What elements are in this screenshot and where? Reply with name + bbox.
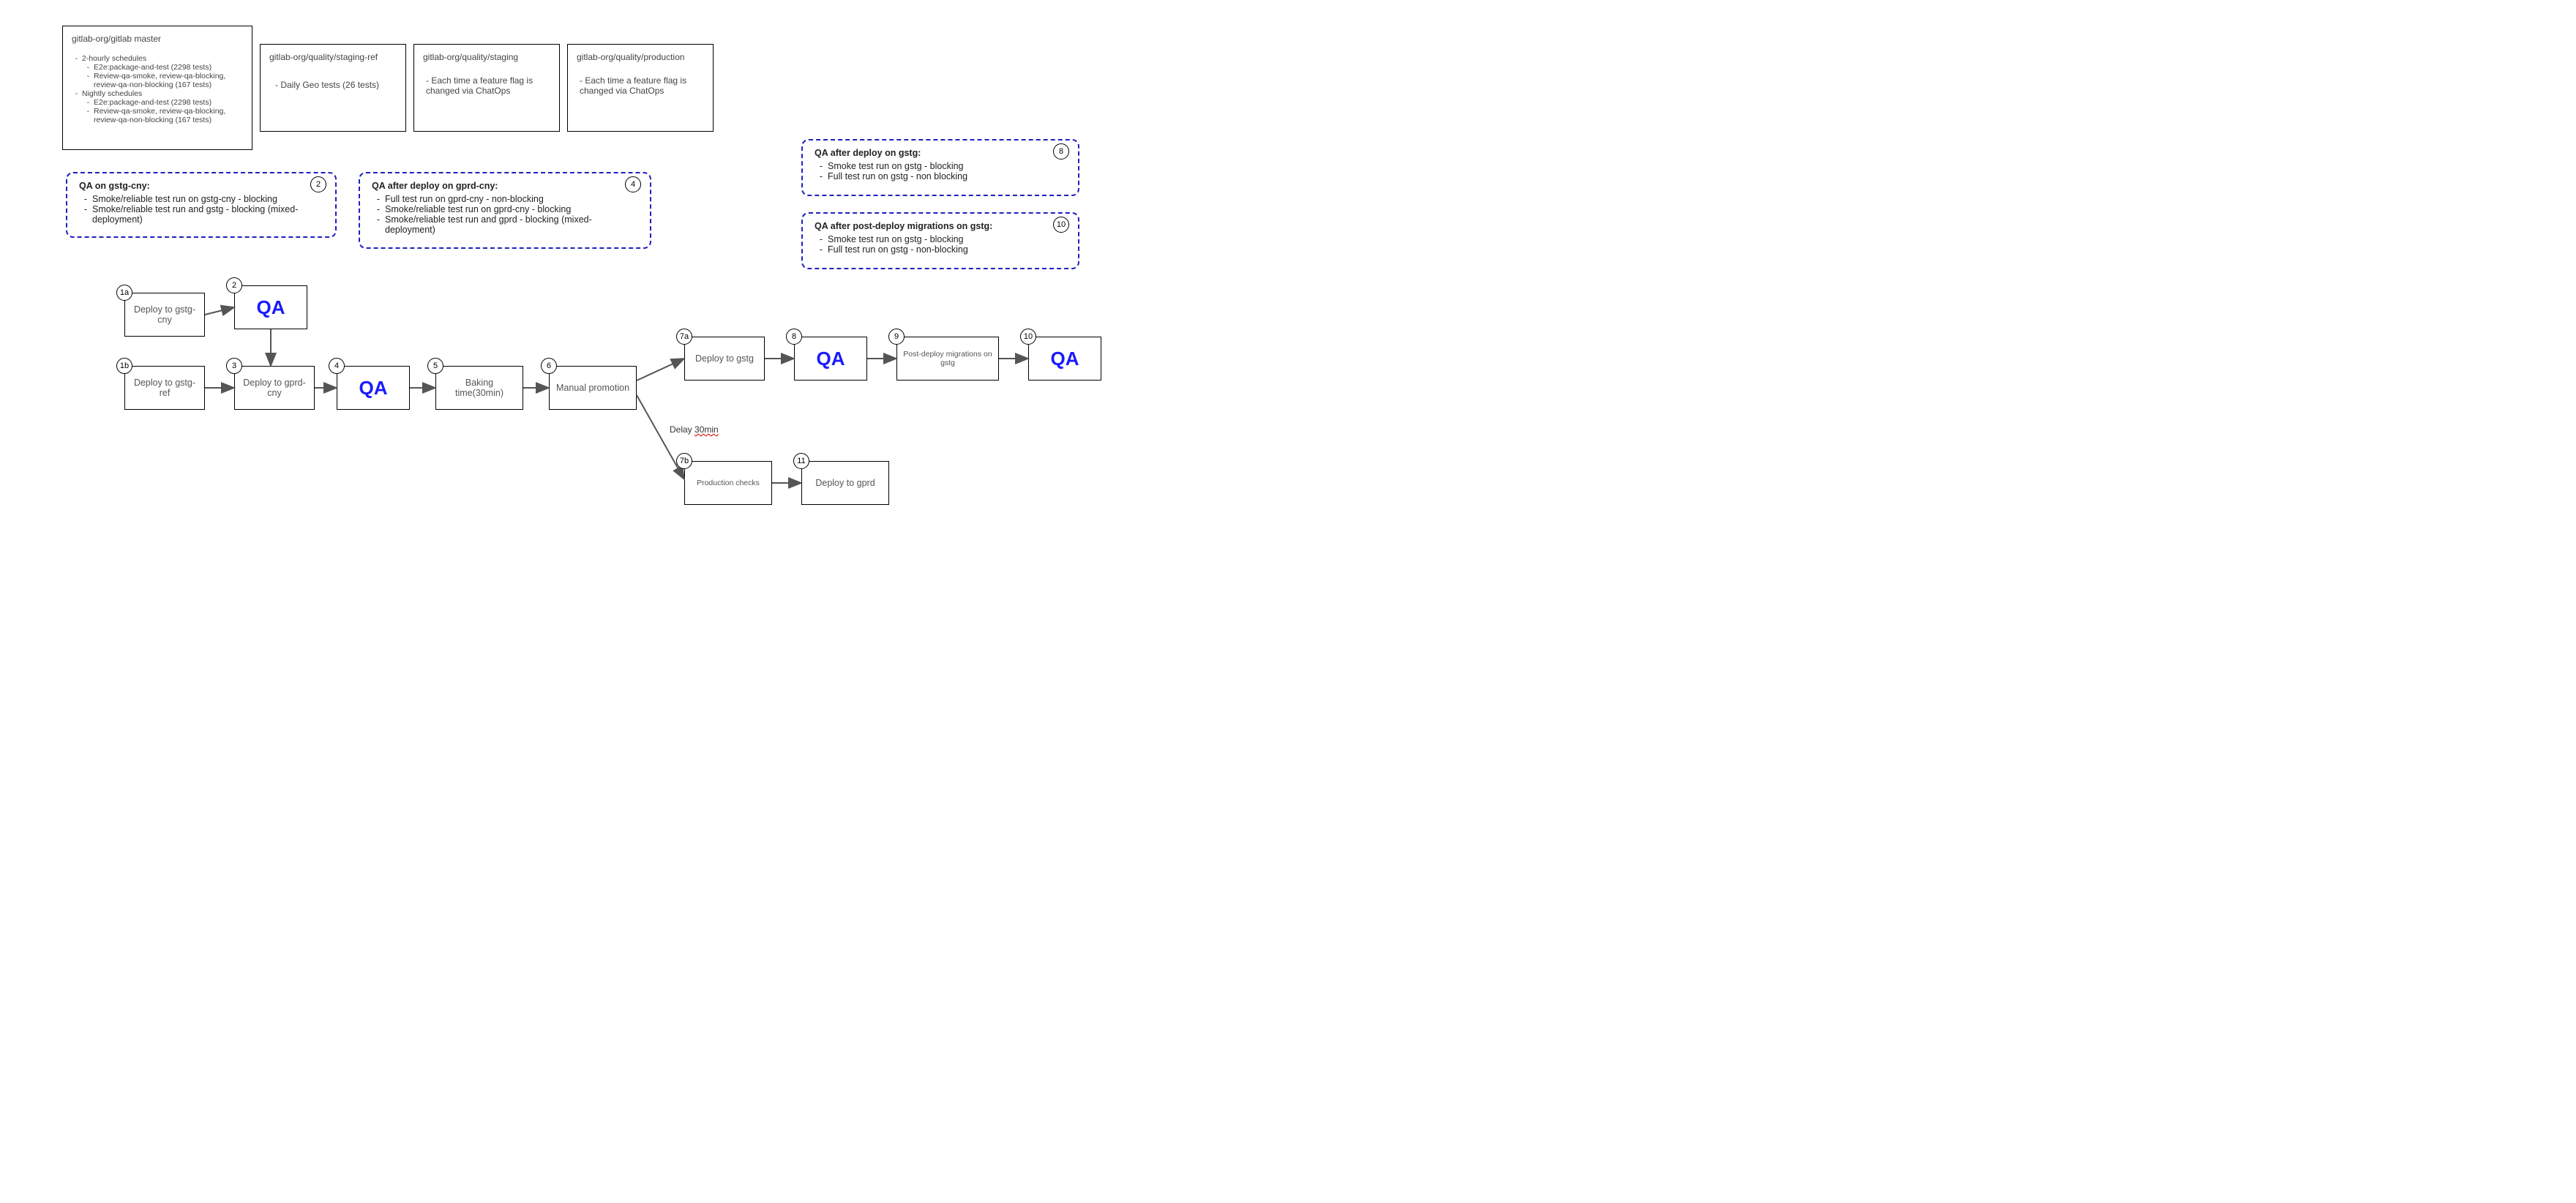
flow-node-n7b: Production checks <box>684 461 772 505</box>
callout-item: Smoke/reliable test run and gprd - block… <box>385 214 638 235</box>
callout-badge: 8 <box>1053 143 1069 160</box>
flow-node-badge: 8 <box>786 329 802 345</box>
info-master-g1a: E2e:package-and-test (2298 tests) <box>94 63 243 72</box>
callout-title: QA after deploy on gprd-cny: <box>372 181 638 191</box>
flow-edge-n6-n7a <box>637 359 684 381</box>
flow-node-badge: 10 <box>1020 329 1036 345</box>
callout-badge: 4 <box>625 176 641 192</box>
flow-node-label: QA <box>359 377 388 400</box>
info-staging-ref-title: gitlab-org/quality/staging-ref <box>269 52 397 62</box>
flow-node-label: Deploy to gstg-ref <box>125 378 204 398</box>
callout-item: Smoke/reliable test run and gstg - block… <box>92 204 323 225</box>
flow-node-n4: QA <box>337 366 410 410</box>
flow-node-badge: 9 <box>888 329 905 345</box>
edge-label-delay: Delay 30min <box>670 424 719 435</box>
flow-node-label: QA <box>1051 348 1079 370</box>
flow-edge-n1a-n2 <box>205 307 234 315</box>
flow-node-n1a: Deploy to gstg-cny <box>124 293 205 337</box>
callout-item: Full test run on gstg - non blocking <box>828 171 1066 181</box>
flow-node-badge: 7a <box>676 329 692 345</box>
flow-node-badge: 4 <box>329 358 345 374</box>
flow-node-n8: QA <box>794 337 867 381</box>
callout-item: Smoke test run on gstg - blocking <box>828 234 1066 244</box>
info-staging-line: - Each time a feature flag is changed vi… <box>423 75 550 96</box>
flow-node-n7a: Deploy to gstg <box>684 337 765 381</box>
flow-node-label: Deploy to gprd <box>811 478 879 488</box>
info-staging-ref-line: - Daily Geo tests (26 tests) <box>269 80 397 90</box>
info-master-g2: Nightly schedules <box>82 89 243 98</box>
callout-title: QA after post-deploy migrations on gstg: <box>815 221 1066 231</box>
edge-label-prefix: Delay <box>670 424 694 435</box>
callout-item: Full test run on gprd-cny - non-blocking <box>385 194 638 204</box>
diagram-canvas: gitlab-org/gitlab master 2-hourly schedu… <box>0 0 1112 541</box>
info-box-production: gitlab-org/quality/production - Each tim… <box>567 44 714 132</box>
flow-node-label: Post-deploy migrations on gstg <box>897 350 998 367</box>
callout-item: Full test run on gstg - non-blocking <box>828 244 1066 255</box>
flow-node-badge: 11 <box>793 453 809 469</box>
info-box-staging: gitlab-org/quality/staging - Each time a… <box>413 44 560 132</box>
callout-list: Smoke test run on gstg - blockingFull te… <box>817 234 1066 255</box>
callout-qa-gprd-cny: QA after deploy on gprd-cny: Full test ru… <box>359 172 651 249</box>
callout-badge: 10 <box>1053 217 1069 233</box>
info-master-title: gitlab-org/gitlab master <box>72 34 243 44</box>
info-staging-title: gitlab-org/quality/staging <box>423 52 550 62</box>
info-master-g1: 2-hourly schedules <box>82 54 243 63</box>
info-production-line: - Each time a feature flag is changed vi… <box>577 75 704 96</box>
callout-qa-gstg: QA after deploy on gstg: Smoke test run o… <box>801 139 1079 196</box>
info-production-title: gitlab-org/quality/production <box>577 52 704 62</box>
flow-node-n10: QA <box>1028 337 1101 381</box>
flow-node-n6: Manual promotion <box>549 366 637 410</box>
flow-node-label: Manual promotion <box>552 383 634 393</box>
flow-node-n3: Deploy to gprd-cny <box>234 366 315 410</box>
info-box-staging-ref: gitlab-org/quality/staging-ref - Daily G… <box>260 44 406 132</box>
info-master-g2b: Review-qa-smoke, review-qa-blocking, rev… <box>94 107 243 124</box>
info-master-g2a: E2e:package-and-test (2298 tests) <box>94 98 243 107</box>
flow-node-n2: QA <box>234 285 307 329</box>
callout-item: Smoke/reliable test run on gstg-cny - bl… <box>92 194 323 204</box>
flow-node-n11: Deploy to gprd <box>801 461 889 505</box>
flow-node-label: QA <box>817 348 845 370</box>
flow-node-label: QA <box>257 296 285 319</box>
callout-item: Smoke/reliable test run on gprd-cny - bl… <box>385 204 638 214</box>
callout-badge: 2 <box>310 176 326 192</box>
callout-item: Smoke test run on gstg - blocking <box>828 161 1066 171</box>
callout-list: Full test run on gprd-cny - non-blocking… <box>375 194 638 235</box>
callout-title: QA after deploy on gstg: <box>815 148 1066 158</box>
info-box-master: gitlab-org/gitlab master 2-hourly schedu… <box>62 26 252 150</box>
flow-edge-n6-n7b <box>637 395 684 479</box>
flow-node-badge: 1a <box>116 285 132 301</box>
callout-qa-post-deploy-gstg: QA after post-deploy migrations on gstg:… <box>801 212 1079 269</box>
flow-node-badge: 5 <box>427 358 443 374</box>
flow-node-badge: 1b <box>116 358 132 374</box>
flow-node-badge: 6 <box>541 358 557 374</box>
callout-title: QA on gstg-cny: <box>79 181 323 191</box>
flow-node-label: Production checks <box>692 479 764 487</box>
flow-node-n5: Baking time(30min) <box>435 366 523 410</box>
flow-node-badge: 3 <box>226 358 242 374</box>
flow-node-label: Baking time(30min) <box>436 378 523 398</box>
callout-qa-gstg-cny: QA on gstg-cny: Smoke/reliable test run o… <box>66 172 337 238</box>
flow-node-n9: Post-deploy migrations on gstg <box>896 337 999 381</box>
flow-node-label: Deploy to gstg <box>691 353 758 364</box>
edge-label-wavy: 30min <box>694 424 719 435</box>
flow-node-label: Deploy to gstg-cny <box>125 304 204 325</box>
flow-node-label: Deploy to gprd-cny <box>235 378 314 398</box>
flow-node-badge: 2 <box>226 277 242 293</box>
info-master-g1b: Review-qa-smoke, review-qa-blocking, rev… <box>94 72 243 89</box>
flow-node-n1b: Deploy to gstg-ref <box>124 366 205 410</box>
flow-node-badge: 7b <box>676 453 692 469</box>
callout-list: Smoke test run on gstg - blockingFull te… <box>817 161 1066 181</box>
info-master-list: 2-hourly schedules E2e:package-and-test … <box>72 54 243 124</box>
callout-list: Smoke/reliable test run on gstg-cny - bl… <box>82 194 323 225</box>
